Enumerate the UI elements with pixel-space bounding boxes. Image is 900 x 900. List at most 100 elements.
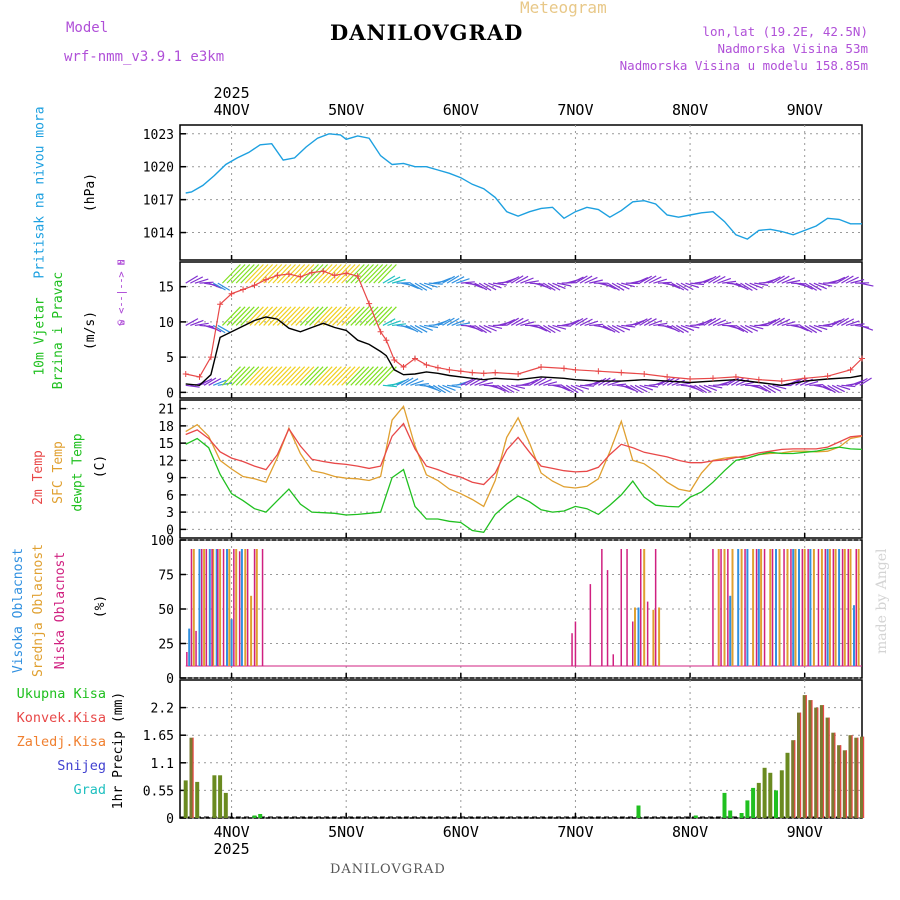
- precip-bar: [842, 750, 847, 818]
- precip-conv-bar: [863, 736, 865, 818]
- mid-cloud-bar: [219, 549, 222, 666]
- wind-barb: [469, 324, 483, 333]
- wind-barb: [446, 275, 460, 284]
- y-tick-label: 0: [166, 672, 174, 687]
- y-tick-label: 1.1: [151, 757, 174, 772]
- wind-barb: [804, 380, 819, 386]
- wind-barb: [612, 383, 627, 386]
- wind-gust-marker: [709, 375, 716, 382]
- wind-barb: [387, 320, 401, 326]
- wind-barb: [671, 324, 685, 334]
- low-cloud-bar: [253, 549, 256, 666]
- precip-bar: [189, 737, 194, 818]
- wind-barb: [543, 282, 556, 291]
- y-tick-label: 1023: [143, 128, 174, 143]
- wind-barb: [263, 306, 283, 326]
- sfc-temp-label: SFC Temp: [50, 440, 66, 504]
- panel-frame-1: [179, 261, 863, 399]
- wind-barb: [208, 377, 222, 386]
- wind-barb: [309, 366, 329, 386]
- y-tick-label: 10: [158, 316, 174, 331]
- wind-barb: [859, 324, 874, 331]
- wind-barb: [414, 383, 429, 386]
- wind-barb: [515, 319, 529, 326]
- low-cloud-bar: [601, 549, 603, 666]
- wind-barb: [602, 282, 616, 290]
- wind-barb: [754, 384, 768, 392]
- wind-barb: [451, 319, 465, 326]
- wind-barb: [400, 377, 414, 386]
- wind-barb: [419, 282, 433, 290]
- lonlat-info: lon,lat (19.2E, 42.5N): [702, 24, 868, 39]
- wind-barb: [506, 384, 520, 392]
- wind-barb: [547, 324, 561, 333]
- wind-barb: [492, 282, 507, 286]
- precip-legend-item: Grad: [73, 782, 106, 798]
- wind-barb: [309, 306, 329, 326]
- wind-barb: [598, 324, 612, 332]
- wind-barb: [364, 366, 384, 386]
- wind-barb: [295, 264, 315, 284]
- precip-conv-bar: [828, 717, 830, 818]
- y-tick-label: 75: [158, 569, 174, 584]
- precip-bar: [223, 792, 228, 818]
- low-cloud-bar: [632, 621, 634, 666]
- wind-barb: [749, 282, 763, 289]
- precip-conv-bar: [834, 732, 836, 818]
- wind-gust-marker: [423, 361, 430, 368]
- wind-barb: [556, 282, 571, 287]
- wind-barb: [396, 378, 410, 386]
- wind-barb: [322, 366, 342, 386]
- precip-legend-item: Ukupna Kisa: [16, 686, 106, 702]
- wind-barb: [639, 275, 653, 284]
- wind-barb: [304, 306, 324, 326]
- wind-barb: [235, 264, 255, 284]
- wind-barb: [217, 324, 231, 333]
- panel-frame-2: [179, 399, 863, 539]
- wind-barb: [345, 306, 365, 326]
- low-cloud-bar: [646, 601, 649, 666]
- wind-gust-marker: [391, 356, 398, 363]
- wind-barb: [410, 324, 423, 334]
- wind-barb: [221, 366, 241, 386]
- model-altitude-info: Nadmorska Visina u modelu 158.85m: [619, 58, 868, 73]
- low-cloud-bar: [606, 570, 609, 666]
- mid-cloud-bar: [717, 549, 720, 666]
- wind-barb: [804, 324, 818, 334]
- precip-bar: [212, 775, 217, 818]
- wind-barb: [318, 366, 338, 386]
- wind-barb: [313, 306, 333, 326]
- precip-legend-item: Snijeg: [57, 758, 106, 774]
- wind-barb: [657, 281, 672, 284]
- wind-barb: [666, 282, 681, 289]
- wind-barb: [336, 306, 356, 326]
- high-cloud-bar: [215, 549, 218, 666]
- wind-barb: [373, 264, 393, 284]
- wind-barb: [267, 366, 287, 386]
- wind-barb: [561, 384, 575, 393]
- wind-barb: [607, 282, 620, 291]
- wind-barb: [272, 306, 292, 326]
- wind-barb: [226, 306, 246, 326]
- wind-barb: [240, 306, 260, 326]
- wind-barb: [827, 319, 841, 326]
- x-label-top: 6NOV: [443, 101, 479, 119]
- wind-barb: [244, 366, 264, 386]
- low-cloud-bar: [205, 549, 208, 666]
- wind-barb: [382, 275, 396, 284]
- wind-gust-marker: [285, 270, 292, 277]
- wind-barb: [557, 324, 572, 327]
- wind-barb: [322, 264, 342, 284]
- wind-barb: [437, 318, 451, 326]
- wind-barb: [488, 282, 502, 289]
- wind-barb: [354, 366, 374, 386]
- wind-gust-marker: [732, 373, 739, 380]
- wind-barb: [267, 306, 287, 326]
- wind-barb: [740, 324, 753, 334]
- wind-gust-marker: [297, 273, 304, 280]
- precip-bar: [791, 740, 796, 818]
- wind-barb: [258, 264, 278, 284]
- wind-barb: [212, 324, 226, 334]
- wind-gust-marker: [411, 355, 418, 362]
- wind-barb: [474, 324, 487, 334]
